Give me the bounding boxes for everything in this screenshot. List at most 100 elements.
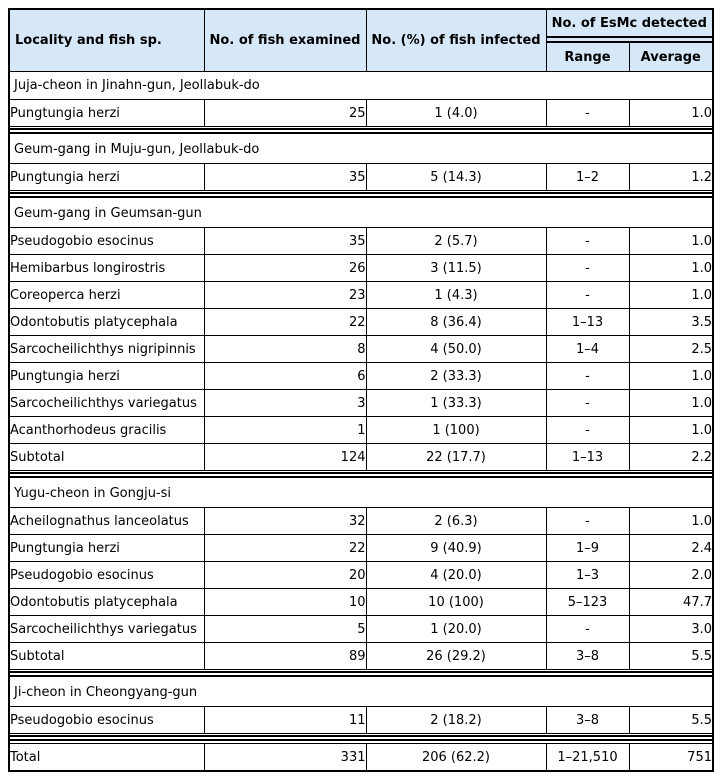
section-label-row: Geum-gang in Geumsan-gun [9, 200, 713, 228]
cell-species: Sarcocheilichthys nigripinnis [8, 335, 205, 363]
cell-average: 3.5 [628, 308, 714, 336]
cell-average: 1.2 [628, 163, 714, 191]
cell-examined: 20 [203, 561, 367, 589]
section-label-row: Geum-gang in Muju-gun, Jeollabuk-do [9, 136, 713, 164]
subtotal-row: Subtotal 89 26 (29.2) 3–8 5.5 [8, 642, 714, 670]
cell-examined: 3 [203, 389, 367, 417]
cell-infected: 1 (20.0) [365, 615, 547, 643]
cell-species: Odontobutis platycephala [8, 308, 205, 336]
section-label: Juja-cheon in Jinahn-gun, Jeollabuk-do [9, 71, 713, 100]
cell-species: Sarcocheilichthys variegatus [8, 615, 205, 643]
section-label: Geum-gang in Geumsan-gun [9, 200, 713, 228]
cell-species: Odontobutis platycephala [8, 588, 205, 616]
cell-examined: 35 [203, 163, 367, 191]
section-separator [9, 471, 713, 481]
cell-infected: 22 (17.7) [365, 443, 547, 471]
species-row: Pungtungia herzi 25 1 (4.0) -1.0 [8, 99, 714, 127]
cell-average: 2.5 [628, 335, 714, 363]
cell-species: Acheilognathus lanceolatus [8, 507, 205, 535]
cell-examined: 89 [203, 642, 367, 670]
cell-average: 2.0 [628, 561, 714, 589]
cell-range: - [545, 615, 630, 643]
cell-examined: 124 [203, 443, 367, 471]
section-label-row: Ji-cheon in Cheongyang-gun [9, 679, 713, 707]
double-rule [10, 735, 712, 741]
table-body: Juja-cheon in Jinahn-gun, Jeollabuk-do Pu… [8, 71, 714, 772]
species-row: Coreoperca herzi 23 1 (4.3) -1.0 [8, 281, 714, 309]
species-row: Pungtungia herzi 6 2 (33.3) -1.0 [8, 362, 714, 390]
section-separator-cell [9, 191, 713, 201]
section-label: Geum-gang in Muju-gun, Jeollabuk-do [9, 136, 713, 164]
section-separator-cell [9, 127, 713, 137]
cell-examined: 11 [203, 706, 367, 734]
cell-average: 5.5 [628, 642, 714, 670]
section-label: Yugu-cheon in Gongju-si [9, 480, 713, 508]
double-rule [10, 128, 712, 134]
cell-range: 1–13 [545, 308, 630, 336]
cell-infected: 4 (20.0) [365, 561, 547, 589]
cell-infected: 2 (18.2) [365, 706, 547, 734]
cell-species: Sarcocheilichthys variegatus [8, 389, 205, 417]
cell-species: Pseudogobio esocinus [8, 227, 205, 255]
cell-examined: 22 [203, 308, 367, 336]
header-average: Average [628, 41, 714, 72]
species-row: Sarcocheilichthys variegatus 5 1 (20.0) -3.… [8, 615, 714, 643]
cell-examined: 25 [203, 99, 367, 127]
cell-infected: 1 (4.0) [365, 99, 547, 127]
cell-species: Acanthorhodeus gracilis [8, 416, 205, 444]
cell-infected: 1 (100) [365, 416, 547, 444]
fish-infection-table: Locality and fish sp. No. of fish examin… [8, 8, 714, 772]
cell-examined: 26 [203, 254, 367, 282]
cell-average: 1.0 [628, 227, 714, 255]
cell-infected: 3 (11.5) [365, 254, 547, 282]
cell-infected: 2 (5.7) [365, 227, 547, 255]
cell-average: 1.0 [628, 507, 714, 535]
species-row: Pseudogobio esocinus 35 2 (5.7) -1.0 [8, 227, 714, 255]
header-double-rule [545, 36, 714, 43]
cell-examined: 35 [203, 227, 367, 255]
cell-range: 5–123 [545, 588, 630, 616]
species-row: Sarcocheilichthys variegatus 3 1 (33.3) -1.… [8, 389, 714, 417]
cell-infected: 206 (62.2) [365, 743, 547, 772]
species-row: Hemibarbus longirostris 26 3 (11.5) -1.0 [8, 254, 714, 282]
cell-average: 2.2 [628, 443, 714, 471]
prevalence-table-wrapper: Locality and fish sp. No. of fish examin… [8, 8, 714, 772]
header-no-esmc-detected: No. of EsMc detected [545, 8, 714, 38]
species-row: Odontobutis platycephala 22 8 (36.4) 1–13 3.… [8, 308, 714, 336]
cell-species: Pungtungia herzi [8, 362, 205, 390]
cell-average: 1.0 [628, 281, 714, 309]
section-separator [9, 191, 713, 201]
cell-average: 47.7 [628, 588, 714, 616]
subtotal-row: Subtotal 124 22 (17.7) 1–13 2.2 [8, 443, 714, 471]
cell-examined: 331 [203, 743, 367, 772]
cell-average: 1.0 [628, 416, 714, 444]
cell-infected: 2 (33.3) [365, 362, 547, 390]
cell-range: 1–3 [545, 561, 630, 589]
species-row: Pungtungia herzi 22 9 (40.9) 1–9 2.4 [8, 534, 714, 562]
double-rule [10, 472, 712, 478]
cell-average: 1.0 [628, 99, 714, 127]
section-label: Ji-cheon in Cheongyang-gun [9, 679, 713, 707]
section-separator-cell [9, 734, 713, 744]
cell-average: 5.5 [628, 706, 714, 734]
cell-range: - [545, 416, 630, 444]
cell-examined: 8 [203, 335, 367, 363]
species-row: Acheilognathus lanceolatus 32 2 (6.3) -1.0 [8, 507, 714, 535]
cell-average: 2.4 [628, 534, 714, 562]
cell-range: 1–9 [545, 534, 630, 562]
species-row: Pseudogobio esocinus 11 2 (18.2) 3–8 5.5 [8, 706, 714, 734]
section-separator [9, 734, 713, 744]
cell-infected: 1 (4.3) [365, 281, 547, 309]
cell-average: 3.0 [628, 615, 714, 643]
cell-examined: 22 [203, 534, 367, 562]
cell-range: 1–21,510 [545, 743, 630, 772]
section-separator-cell [9, 471, 713, 481]
cell-infected: 2 (6.3) [365, 507, 547, 535]
cell-species: Coreoperca herzi [8, 281, 205, 309]
cell-species: Subtotal [8, 642, 205, 670]
cell-examined: 1 [203, 416, 367, 444]
cell-species: Total [8, 743, 205, 772]
cell-range: 3–8 [545, 706, 630, 734]
section-label-row: Yugu-cheon in Gongju-si [9, 480, 713, 508]
cell-species: Pungtungia herzi [8, 163, 205, 191]
